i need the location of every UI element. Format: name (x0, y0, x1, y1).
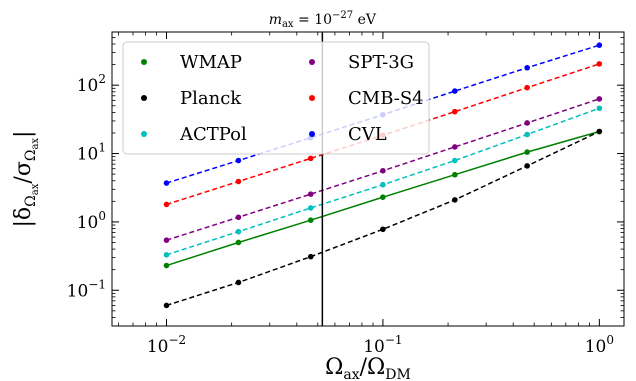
x-axis-title: Ωax/ΩDM (325, 355, 411, 381)
x-tick-label: 10−1 (363, 333, 402, 357)
plot-area (111, 31, 625, 327)
legend-label: CVL (348, 124, 387, 145)
tick-labels: 10−2 10−1 100 10−1 100 101 102 (67, 72, 614, 357)
y-tick-label: 10−1 (67, 277, 106, 301)
legend-label: ACTPol (179, 124, 247, 145)
data-point-actpol (596, 105, 603, 112)
data-point-planck (596, 128, 603, 135)
data-point-cmb-s4 (235, 178, 242, 185)
series-line-planck (166, 130, 600, 307)
data-point-spt-3g (524, 120, 530, 126)
data-point-spt-3g (380, 167, 386, 174)
data-point-spt-3g (307, 191, 314, 197)
data-point-actpol (452, 157, 458, 164)
data-point-spt-3g (163, 237, 170, 243)
data-point-cvl (235, 157, 242, 164)
data-point-wmap (452, 171, 458, 178)
legend-label: WMAP (180, 52, 242, 73)
data-point-actpol (524, 131, 530, 138)
data-point-spt-3g (452, 144, 458, 150)
minor-ticks (112, 32, 624, 326)
data-point-cvl (524, 64, 530, 71)
data-point-planck (524, 163, 530, 169)
data-point-cmb-s4 (452, 108, 458, 115)
data-point-cvl (452, 88, 458, 94)
data-point-wmap (163, 262, 170, 269)
data-point-actpol (163, 252, 170, 258)
legend-marker (141, 59, 147, 65)
major-ticks (112, 32, 624, 326)
data-point-cvl (163, 180, 170, 186)
data-point-wmap (235, 239, 242, 246)
legend-marker (309, 95, 315, 101)
legend-marker (309, 131, 315, 137)
legend-box (122, 41, 430, 155)
legend-label: Planck (180, 88, 242, 109)
y-tick-label: 101 (77, 141, 106, 165)
data-point-cmb-s4 (524, 84, 530, 91)
legend: WMAP Planck ACTPol SPT-3G CMB-S4 CVL (122, 41, 430, 155)
data-point-planck (452, 197, 458, 203)
data-point-actpol (307, 205, 314, 211)
mass-annotation: max = 10−27 eV (269, 10, 377, 30)
data-point-wmap (524, 149, 530, 155)
data-point-spt-3g (235, 214, 242, 221)
data-point-actpol (235, 228, 242, 235)
data-point-cmb-s4 (163, 201, 170, 208)
legend-marker (141, 131, 147, 137)
data-point-cmb-s4 (307, 155, 314, 162)
data-point-spt-3g (596, 96, 603, 102)
data-point-actpol (380, 181, 386, 188)
legend-marker (141, 95, 147, 101)
x-tick-label: 10−2 (147, 333, 186, 357)
data-point-planck (235, 279, 242, 286)
data-point-wmap (380, 194, 386, 200)
data-point-planck (380, 226, 386, 233)
legend-label: CMB-S4 (348, 88, 424, 109)
data-point-cvl (596, 42, 603, 48)
legend-marker (309, 59, 315, 65)
data-point-planck (307, 253, 314, 260)
data-point-wmap (307, 217, 314, 223)
y-tick-label: 100 (77, 209, 106, 233)
y-axis-title: |δΩax/σΩax| (11, 131, 41, 228)
data-point-planck (163, 302, 170, 309)
y-tick-label: 102 (77, 72, 106, 96)
legend-label: SPT-3G (348, 52, 414, 73)
axis-titles: Ωax/ΩDM |δΩax/σΩax| (11, 131, 411, 381)
x-tick-label: 100 (585, 333, 614, 357)
data-point-cmb-s4 (596, 61, 603, 67)
